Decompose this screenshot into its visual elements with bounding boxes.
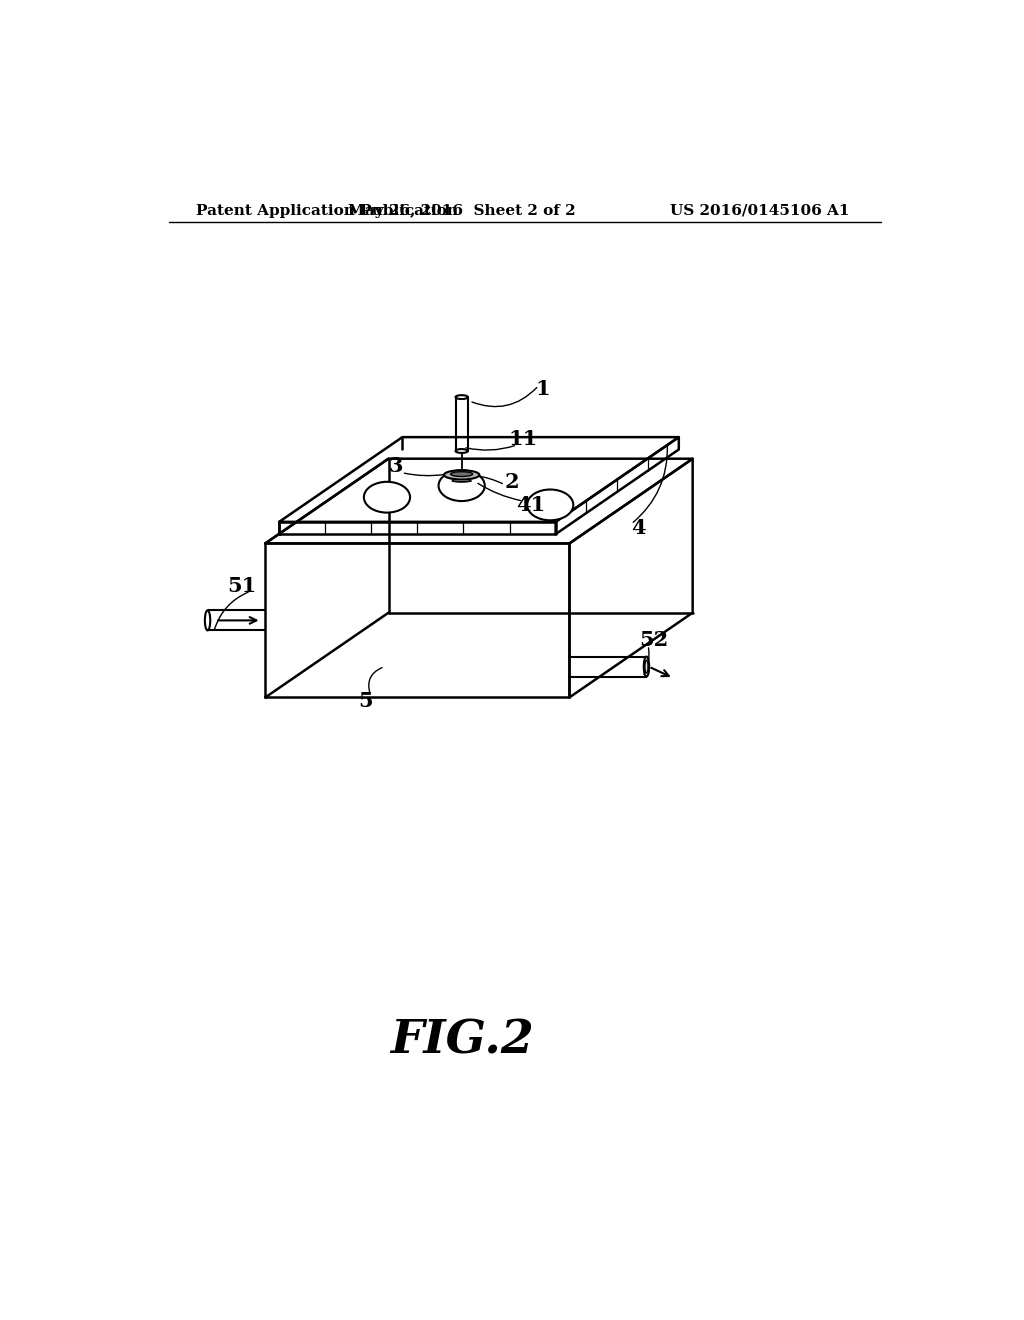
Text: Patent Application Publication: Patent Application Publication xyxy=(196,203,458,218)
Ellipse shape xyxy=(644,656,649,677)
Ellipse shape xyxy=(451,471,473,477)
Text: 5: 5 xyxy=(358,692,373,711)
Text: May 26, 2016  Sheet 2 of 2: May 26, 2016 Sheet 2 of 2 xyxy=(348,203,575,218)
Ellipse shape xyxy=(456,395,468,399)
Text: US 2016/0145106 A1: US 2016/0145106 A1 xyxy=(670,203,849,218)
Text: 1: 1 xyxy=(536,379,550,400)
Ellipse shape xyxy=(438,470,484,502)
Text: 52: 52 xyxy=(640,630,669,649)
Ellipse shape xyxy=(527,490,573,520)
Text: 41: 41 xyxy=(516,495,546,515)
Text: FIG.2: FIG.2 xyxy=(390,1016,534,1063)
Ellipse shape xyxy=(205,610,210,631)
Text: 51: 51 xyxy=(227,576,257,595)
Ellipse shape xyxy=(645,660,648,673)
Text: 2: 2 xyxy=(505,471,519,492)
Text: 4: 4 xyxy=(632,517,646,539)
Text: 3: 3 xyxy=(389,457,403,477)
Ellipse shape xyxy=(364,482,410,512)
Ellipse shape xyxy=(444,470,479,479)
Text: 11: 11 xyxy=(509,429,538,449)
Ellipse shape xyxy=(456,449,468,453)
